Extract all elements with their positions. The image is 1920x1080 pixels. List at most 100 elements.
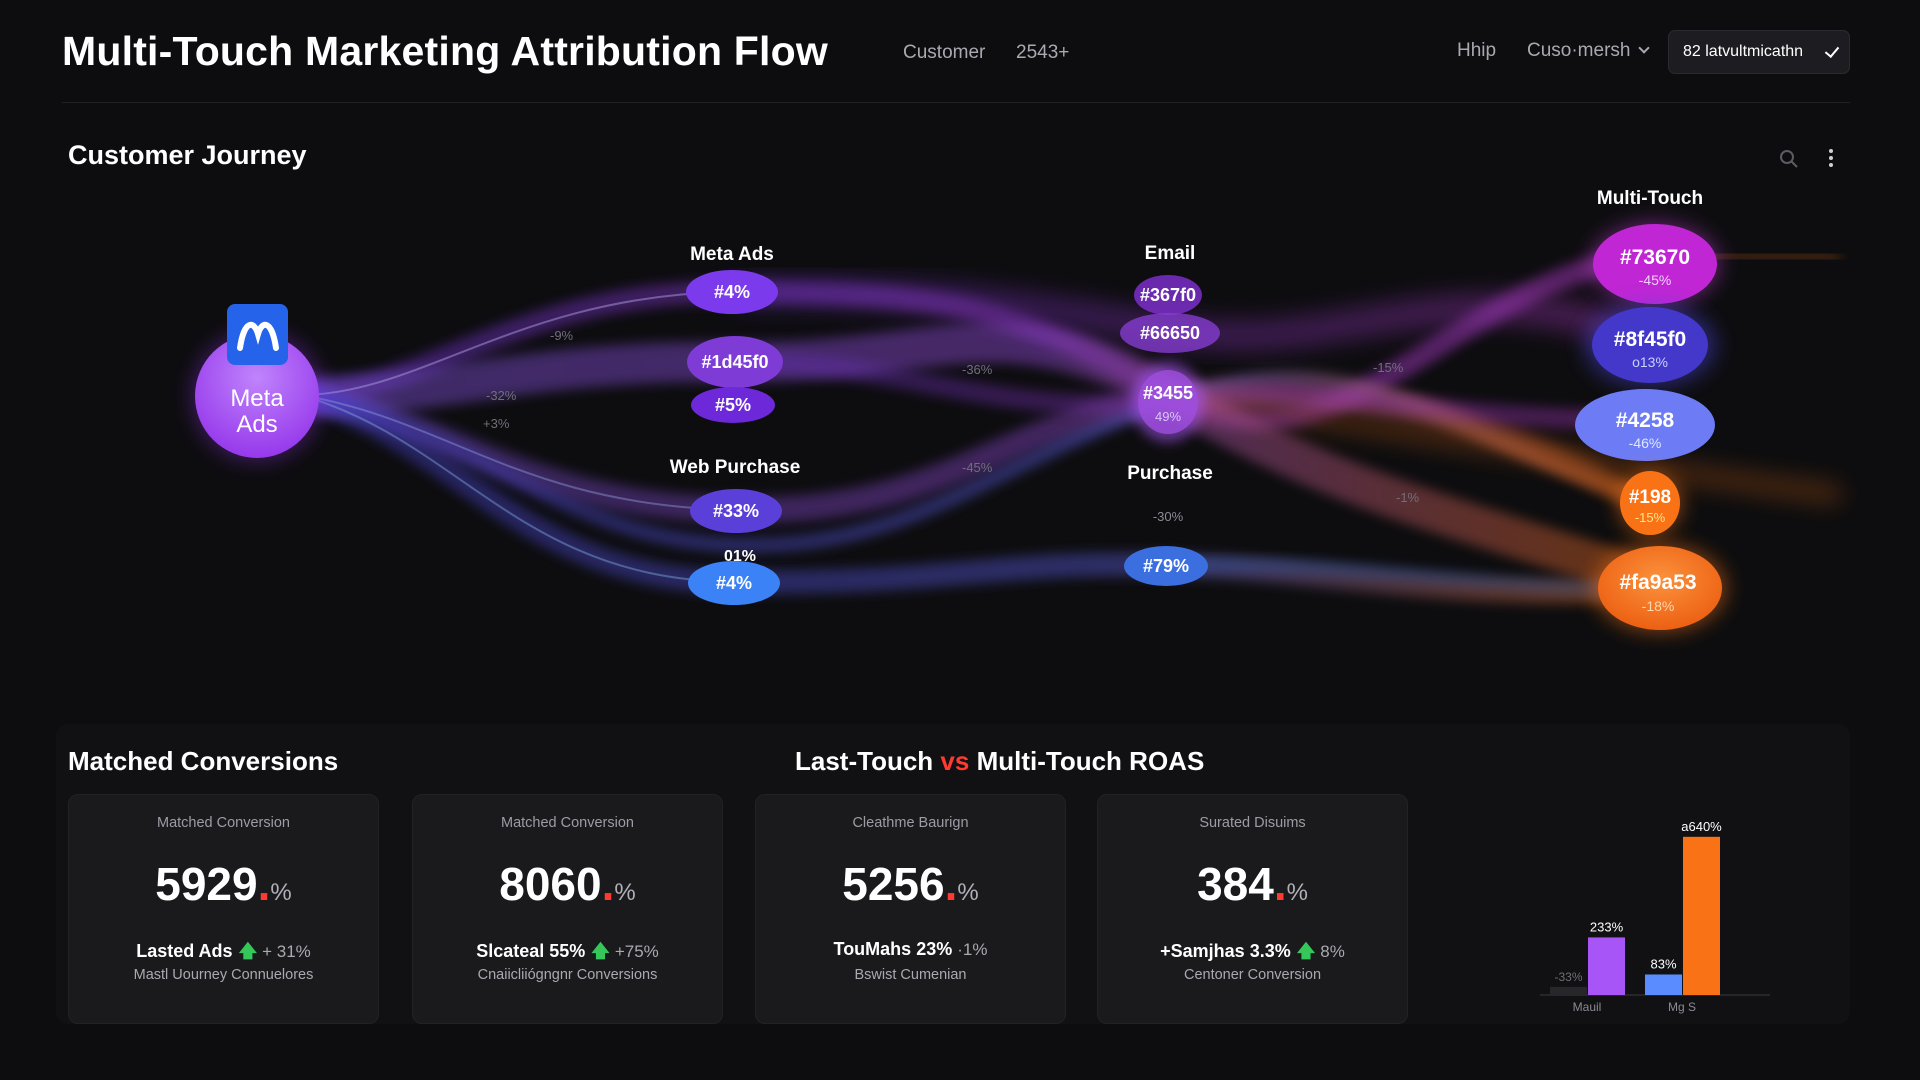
flow-label: -45% (962, 460, 993, 475)
svg-text:#5%: #5% (715, 395, 751, 415)
metric-label: Matched Conversion (157, 815, 290, 831)
metric-card[interactable]: Surated Disuims 384.% +Samjhas 3.3% 🡅 8% … (1097, 794, 1408, 1024)
attribution-flow-diagram: -9% -32% +3% -36% -45% -15% -1% Meta Ads… (191, 188, 1842, 632)
svg-text:#3455: #3455 (1143, 383, 1193, 403)
end-nodes: #73670 -45% #8f45f0 o13% #4258 -46% #198 -15… (1575, 222, 1726, 632)
source-label-line2: Ads (236, 411, 277, 438)
end-node[interactable]: #8f45f0 o13% (1584, 303, 1716, 387)
chevron-down-icon (1638, 42, 1651, 54)
stage1-nodes: #4% #1d45f0 #5% #33% 01%#4% (686, 270, 783, 605)
metric-card[interactable]: Matched Conversion 8060.% Slcateal 55% 🡅 … (412, 794, 723, 1024)
end-node[interactable]: #198 -15% (1618, 471, 1682, 535)
metric-stat: Lasted Ads 🡅 + 31% (136, 941, 311, 961)
svg-text:#198: #198 (1629, 487, 1671, 508)
metric-value: 384.% (1197, 858, 1308, 910)
roas-bar (1550, 986, 1587, 995)
metric-sub: Bswist Cumenian (854, 967, 967, 983)
page-title: Multi-Touch Marketing Attribution Flow (62, 28, 828, 74)
date-range-label: 82 latvultmicathn (1683, 43, 1804, 60)
svg-text:#33%: #33% (713, 501, 759, 521)
flow-label: -32% (486, 388, 517, 403)
svg-text:#4%: #4% (716, 573, 752, 593)
svg-text:#4%: #4% (714, 282, 750, 302)
nav-customer-count: 2543+ (1016, 42, 1070, 63)
check-icon (1824, 42, 1840, 59)
svg-text:#fa9a53: #fa9a53 (1619, 571, 1696, 594)
roas-bar (1645, 974, 1682, 995)
source-node[interactable]: Meta Ads (191, 304, 323, 462)
metric-sub: Centoner Conversion (1183, 967, 1322, 983)
stage2-node[interactable]: #66650 (1120, 313, 1220, 353)
purchase-change: -30% (1153, 509, 1184, 524)
svg-text:-15%: -15% (1635, 510, 1666, 525)
source-label-line1: Meta (230, 385, 284, 412)
customer-journey-title: Customer Journey (68, 140, 307, 170)
roas-bar-label: 83% (1650, 956, 1676, 971)
stage2-node[interactable]: #367f0 (1134, 275, 1202, 315)
metric-card[interactable]: Matched Conversion 5929.% Lasted Ads 🡅 + … (68, 794, 379, 1024)
more-options-icon[interactable] (1824, 146, 1838, 172)
up-arrow-icon: 🡅 (1296, 941, 1316, 961)
flow-percent-labels: -9% -32% +3% -36% -45% -15% -1% (483, 328, 1420, 505)
svg-text:#367f0: #367f0 (1140, 285, 1196, 305)
stage2-node[interactable]: #79% (1124, 546, 1208, 586)
metric-label: Cleathme Baurign (852, 815, 969, 831)
svg-text:49%: 49% (1155, 409, 1181, 424)
end-node[interactable]: #4258 -46% (1575, 389, 1715, 461)
svg-text:#73670: #73670 (1620, 246, 1690, 269)
stage1-node[interactable]: #5% (691, 387, 775, 423)
roas-bar (1588, 937, 1625, 995)
search-icon[interactable] (1778, 148, 1800, 170)
svg-text:#4258: #4258 (1616, 409, 1675, 432)
metric-label: Surated Disuims (1199, 815, 1306, 831)
flow-label: -15% (1373, 360, 1404, 375)
up-arrow-icon: 🡅 (591, 941, 610, 961)
svg-text:#1d45f0: #1d45f0 (701, 352, 768, 372)
metric-value: 8060.% (499, 858, 636, 910)
roas-title: Last-Touch vs Multi-Touch ROAS (795, 746, 1204, 777)
flow-label: +3% (483, 416, 510, 431)
stage1-node[interactable]: 01%#4% (688, 548, 780, 605)
column-label-purchase: Purchase (1127, 463, 1213, 484)
svg-text:01%: 01% (724, 548, 756, 565)
flow-label: -36% (962, 362, 993, 377)
roas-category-label: Mauil (1573, 1000, 1602, 1014)
roas-bar (1683, 836, 1720, 995)
date-range-picker[interactable]: 82 latvultmicathn (1668, 30, 1850, 74)
metric-value: 5256.% (842, 858, 979, 910)
roas-title-a: Last-Touch (795, 746, 934, 776)
metric-stat: Slcateal 55% 🡅 +75% (476, 941, 659, 961)
roas-bar-label: -33% (1554, 970, 1582, 984)
roas-category-label: Mg S (1668, 1000, 1696, 1014)
nav-customer-link[interactable]: Customer (903, 42, 986, 63)
roas-title-vs: vs (940, 746, 970, 776)
column-label-meta-ads: Meta Ads (690, 244, 774, 265)
stage1-node[interactable]: #1d45f0 (687, 336, 783, 388)
svg-text:#79%: #79% (1143, 556, 1189, 576)
column-label-web-purchase: Web Purchase (670, 457, 801, 478)
nav-help-link[interactable]: Hhip (1457, 40, 1497, 61)
metric-card[interactable]: Cleathme Baurign 5256.% TouMahs 23% ·1% … (755, 794, 1066, 1024)
metric-sub: Cnaiicliiógngnr Conversions (477, 967, 658, 983)
svg-text:#66650: #66650 (1140, 323, 1200, 343)
metric-value: 5929.% (155, 858, 292, 910)
roas-title-b: Multi-Touch ROAS (976, 746, 1205, 776)
stage1-node[interactable]: #33% (690, 489, 782, 533)
svg-text:-46%: -46% (1629, 435, 1662, 451)
flow-label: -9% (550, 328, 574, 343)
flow-label: -1% (1396, 490, 1420, 505)
customer-dropdown-label: Cuso·mersh (1527, 40, 1631, 61)
up-arrow-icon: 🡅 (238, 941, 258, 961)
matched-conversions-title: Matched Conversions (68, 746, 339, 776)
header-divider (62, 102, 1850, 103)
end-node[interactable]: #73670 -45% (1590, 222, 1720, 306)
stage1-node[interactable]: #4% (686, 270, 778, 314)
roas-bar-label: 233% (1590, 919, 1624, 934)
svg-text:-18%: -18% (1642, 598, 1675, 614)
svg-text:#8f45f0: #8f45f0 (1614, 328, 1686, 351)
end-node[interactable]: #fa9a53 -18% (1594, 544, 1726, 632)
stage2-node[interactable]: #3455 49% (1132, 362, 1204, 442)
metric-sub: Mastl Uourney Connuelores (133, 967, 314, 983)
stage2-nodes: #367f0 #66650 #3455 49% -30% #79% (1120, 275, 1220, 586)
customer-dropdown[interactable]: Cuso·mersh (1527, 40, 1651, 62)
